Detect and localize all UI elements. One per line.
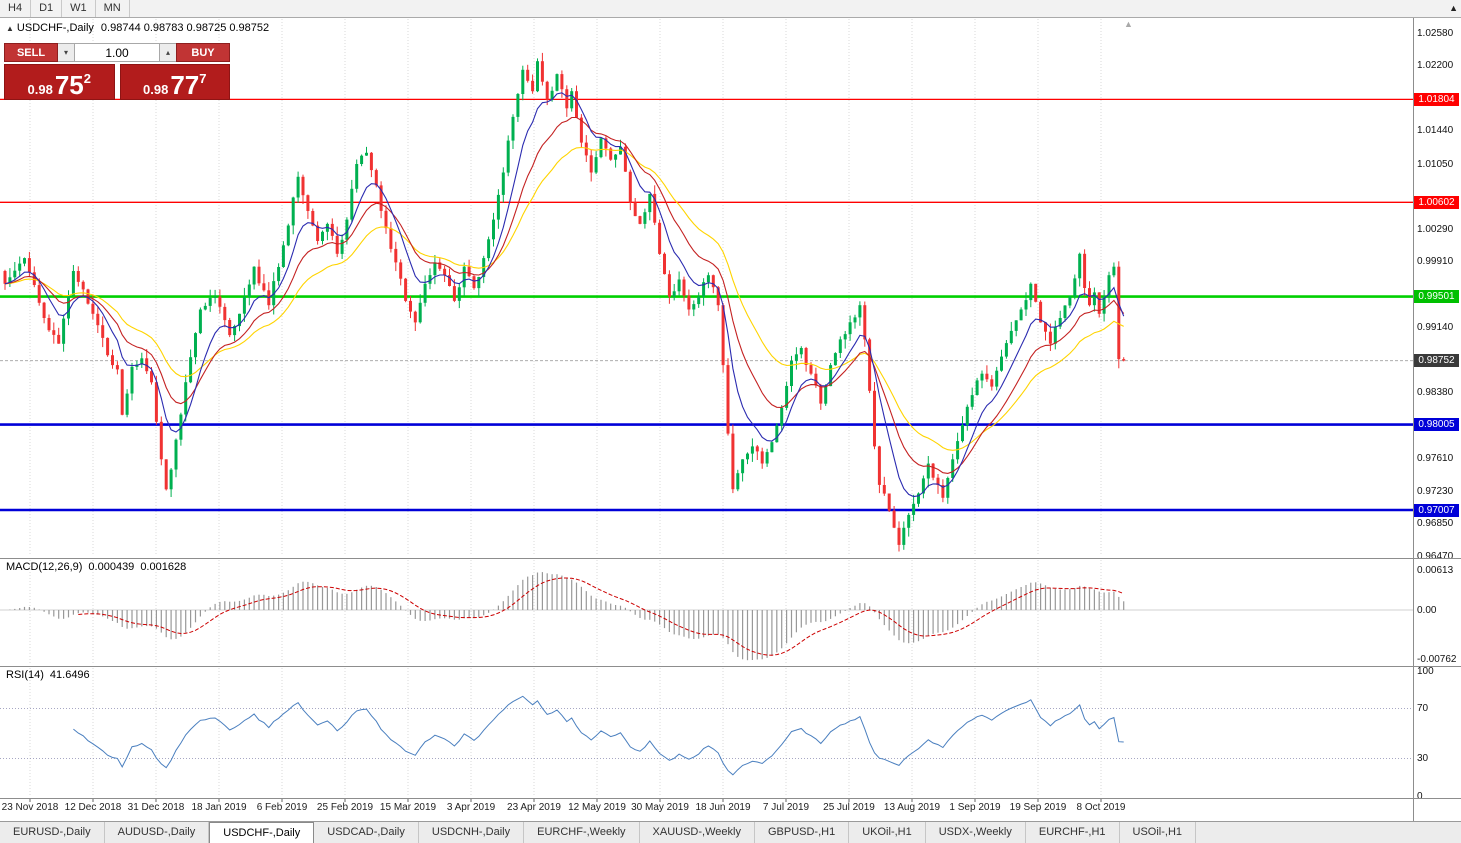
- date-label: 13 Aug 2019: [883, 802, 941, 813]
- rsi-value: 41.6496: [49, 669, 90, 681]
- volume-decrease-icon[interactable]: ▾: [58, 43, 74, 62]
- date-label: 3 Apr 2019: [446, 802, 496, 813]
- chart-tab-usoil-h1[interactable]: USOil-,H1: [1120, 822, 1197, 843]
- date-label: 18 Jun 2019: [695, 802, 751, 813]
- buy-price-sup: 7: [199, 71, 207, 86]
- rsi-axis-label: 100: [1417, 665, 1434, 677]
- date-label: 23 Nov 2018: [1, 802, 59, 813]
- price-badge-1.00602: 1.00602: [1414, 195, 1459, 209]
- chart-tab-usdcnh-daily[interactable]: USDCNH-,Daily: [419, 822, 525, 843]
- toolbar-overflow-icon[interactable]: ▲: [1449, 3, 1458, 13]
- buy-price-display[interactable]: 0.98 77 7: [119, 64, 230, 100]
- chart-tab-usdcad-daily[interactable]: USDCAD-,Daily: [314, 822, 419, 843]
- collapse-icon[interactable]: ▲: [6, 24, 14, 33]
- price-badge-0.99501: 0.99501: [1414, 290, 1459, 304]
- price-axis-label: 1.02200: [1417, 60, 1454, 71]
- date-label: 30 May 2019: [631, 802, 689, 813]
- sell-price-sup: 2: [83, 71, 91, 86]
- price-axis-label: 0.99140: [1417, 322, 1454, 333]
- timeframe-button-h4[interactable]: H4: [0, 0, 32, 17]
- chart-shift-marker[interactable]: ▲: [1124, 19, 1133, 29]
- price-axis-label: 0.96470: [1417, 550, 1454, 562]
- date-label: 1 Sep 2019: [949, 802, 1001, 813]
- macd-value: 0.000439: [88, 561, 135, 573]
- chart-tab-eurchf-weekly[interactable]: EURCHF-,Weekly: [524, 822, 640, 843]
- price-axis-label: 1.00290: [1417, 223, 1454, 235]
- chart-canvas[interactable]: [0, 0, 1413, 822]
- chart-tab-gbpusd-h1[interactable]: GBPUSD-,H1: [755, 822, 850, 843]
- tab-bar: EURUSD-,Daily AUDUSD-,Daily USDCHF-,Daily U…: [0, 821, 1461, 843]
- chart-tab-eurusd-daily[interactable]: EURUSD-,Daily: [0, 822, 105, 843]
- timeframe-button-d1[interactable]: D1: [31, 0, 63, 17]
- macd-label: MACD(12,26,9): [6, 561, 83, 573]
- price-badge-0.98752: 0.98752: [1414, 354, 1459, 368]
- one-click-trading-panel: SELL ▾ ▴ BUY 0.98 75 2 0.98 77 7: [4, 43, 230, 100]
- price-axis-label: 0.97230: [1417, 485, 1454, 497]
- price-axis-label: 0.96850: [1417, 518, 1454, 529]
- date-axis-separator: [0, 798, 1461, 799]
- price-axis-label: 1.01050: [1417, 158, 1454, 170]
- symbol-label: USDCHF-,Daily: [16, 22, 94, 34]
- date-label: 7 Jul 2019: [762, 802, 810, 813]
- buy-price-prefix: 0.98: [143, 82, 169, 97]
- rsi-label: RSI(14): [6, 669, 44, 681]
- rsi-axis-label: 30: [1417, 753, 1429, 764]
- price-axis-label: 0.97610: [1417, 452, 1454, 464]
- macd-axis-label: 0.00613: [1417, 565, 1454, 577]
- axis-separator: [1413, 17, 1414, 822]
- date-label: 15 Mar 2019: [379, 802, 437, 813]
- date-label: 12 Dec 2018: [64, 802, 122, 813]
- date-label: 18 Jan 2019: [191, 802, 247, 813]
- buy-button[interactable]: BUY: [176, 43, 230, 62]
- macd-splitter[interactable]: [0, 558, 1461, 559]
- date-label: 6 Feb 2019: [256, 802, 308, 813]
- sell-price-big: 75: [54, 69, 84, 100]
- macd-signal-value: 0.001628: [140, 561, 187, 573]
- price-badge-1.01804: 1.01804: [1414, 92, 1459, 106]
- price-axis-label: 0.99910: [1417, 256, 1454, 268]
- chart-tab-usdchf-daily[interactable]: USDCHF-,Daily: [209, 822, 315, 843]
- toolbar: H4 D1 W1 MN ▲: [0, 0, 1461, 18]
- price-axis-label: 0.98380: [1417, 387, 1454, 398]
- volume-increase-icon[interactable]: ▴: [160, 43, 176, 62]
- chart-tab-eurchf-h1[interactable]: EURCHF-,H1: [1026, 822, 1120, 843]
- chart-tab-audusd-daily[interactable]: AUDUSD-,Daily: [105, 822, 210, 843]
- volume-input[interactable]: [74, 43, 160, 62]
- date-axis: 23 Nov 2018 12 Dec 2018 31 Dec 2018 18 Jan …: [0, 799, 1413, 817]
- rsi-splitter[interactable]: [0, 666, 1461, 667]
- price-axis-label: 1.02580: [1417, 27, 1454, 39]
- rsi-axis-label: 0: [1417, 790, 1423, 802]
- macd-axis-label: -0.00762: [1417, 653, 1457, 665]
- date-label: 31 Dec 2018: [127, 802, 185, 813]
- price-badge-0.97007: 0.97007: [1414, 503, 1459, 517]
- date-label: 12 May 2019: [568, 802, 626, 813]
- date-label: 19 Sep 2019: [1009, 802, 1067, 813]
- chart-tab-ukoil-h1[interactable]: UKOil-,H1: [849, 822, 926, 843]
- sell-button[interactable]: SELL: [4, 43, 58, 62]
- date-label: 23 Apr 2019: [507, 802, 561, 813]
- timeframe-button-w1[interactable]: W1: [62, 0, 96, 17]
- sell-price-prefix: 0.98: [27, 82, 53, 97]
- ohlc-values: 0.98744 0.98783 0.98725 0.98752: [100, 22, 270, 34]
- chart-tab-usdx-weekly[interactable]: USDX-,Weekly: [926, 822, 1026, 843]
- macd-header: MACD(12,26,9) 0.000439 0.001628: [6, 561, 186, 573]
- price-axis-label: 1.01440: [1417, 125, 1454, 137]
- date-label: 8 Oct 2019: [1076, 802, 1126, 813]
- chart-header: ▲ USDCHF-,Daily 0.98744 0.98783 0.98725 0.…: [6, 22, 269, 34]
- sell-price-display[interactable]: 0.98 75 2: [4, 64, 115, 100]
- rsi-axis-label: 70: [1417, 703, 1429, 714]
- date-label: 25 Jul 2019: [823, 802, 875, 813]
- timeframe-button-mn[interactable]: MN: [96, 0, 130, 17]
- macd-axis-label: 0.00: [1417, 604, 1437, 616]
- buy-price-big: 77: [170, 69, 200, 100]
- date-label: 25 Feb 2019: [316, 802, 374, 813]
- price-axis: 1.02580 1.02200 1.01440 1.01050 1.00290 0.999…: [1413, 17, 1461, 822]
- chart-tab-xauusd-weekly[interactable]: XAUUSD-,Weekly: [640, 822, 755, 843]
- price-badge-0.98005: 0.98005: [1414, 418, 1459, 432]
- rsi-header: RSI(14) 41.6496: [6, 669, 90, 681]
- timeframe-group: H4 D1 W1 MN: [0, 0, 130, 17]
